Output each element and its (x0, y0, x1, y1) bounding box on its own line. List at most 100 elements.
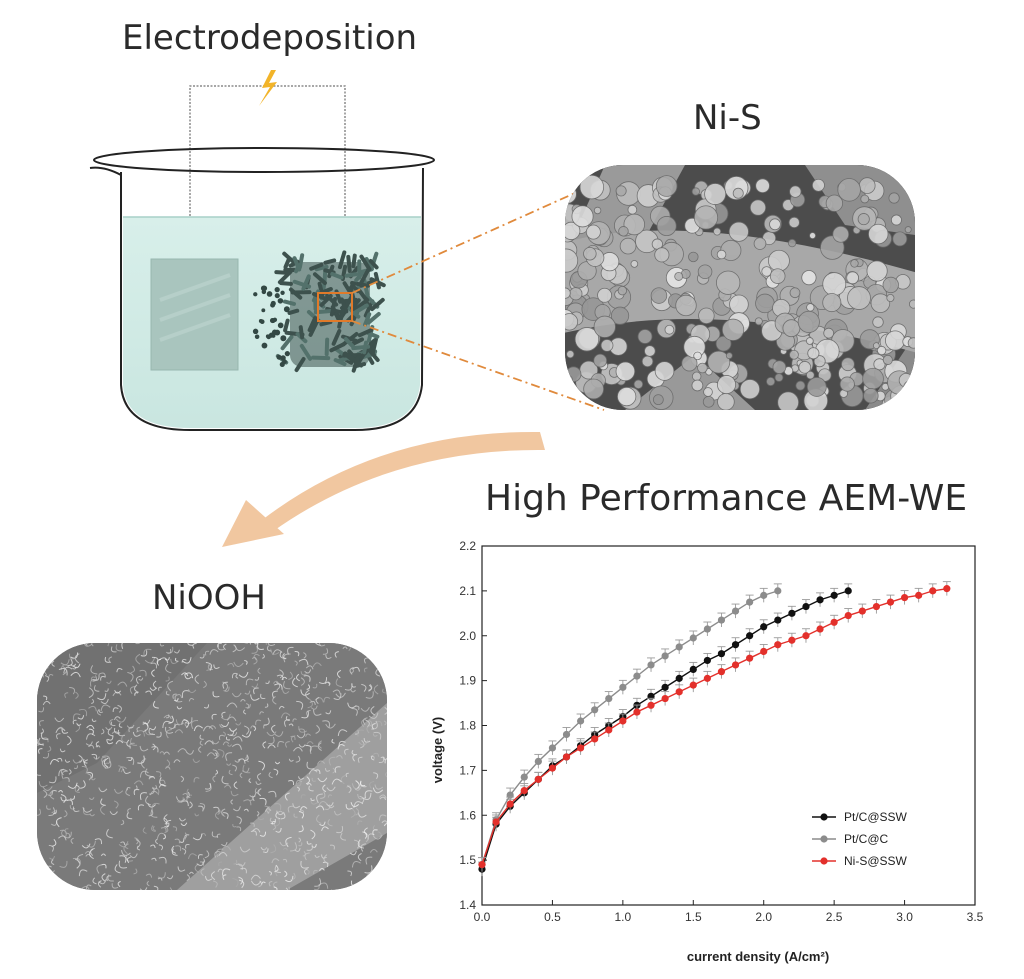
x-tick-label: 1.0 (615, 910, 632, 924)
legend-marker (820, 813, 828, 821)
data-point (844, 611, 852, 620)
data-point (802, 632, 810, 640)
data-point (915, 591, 923, 599)
data-point (478, 861, 486, 869)
data-point (703, 674, 711, 682)
legend-label: Pt/C@C (844, 832, 889, 846)
data-point (647, 701, 655, 709)
data-point (562, 730, 571, 739)
y-tick-label: 1.7 (459, 763, 476, 777)
data-point (520, 786, 528, 795)
x-tick-label: 2.0 (755, 910, 772, 924)
plot-frame (481, 545, 976, 906)
data-point (788, 609, 796, 617)
chart-legend: Pt/C@SSW Pt/C@C Ni-S@SSW (812, 810, 908, 868)
data-point (689, 665, 697, 674)
data-point (534, 757, 542, 765)
data-point (717, 668, 726, 676)
data-point (633, 708, 641, 716)
data-point (858, 607, 866, 615)
counter-electrode (150, 258, 239, 371)
data-point (675, 674, 683, 682)
data-point (746, 632, 754, 640)
transformation-arrow (222, 431, 545, 547)
legend-label: Pt/C@SSW (844, 810, 908, 824)
data-point (760, 623, 768, 631)
data-point (534, 775, 542, 783)
data-point (548, 764, 557, 772)
data-point (802, 602, 810, 611)
series-line (481, 590, 779, 865)
data-point (900, 594, 909, 602)
data-point (844, 587, 852, 595)
niooh-label: NiOOH (152, 578, 266, 618)
data-point (492, 818, 500, 826)
data-point (661, 683, 669, 691)
y-tick-label: 2.1 (459, 584, 476, 598)
data-point (717, 616, 726, 624)
data-point (774, 587, 782, 595)
nis-label: Ni-S (693, 98, 762, 138)
data-point (731, 661, 740, 669)
data-point (746, 598, 754, 606)
y-axis-label: voltage (V) (430, 717, 445, 783)
x-axis-label: current density (A/cm²) (687, 949, 829, 964)
data-point (760, 591, 768, 599)
data-point (577, 744, 585, 752)
y-tick-label: 1.8 (459, 719, 476, 733)
data-point (788, 636, 796, 644)
legend-marker (820, 857, 828, 865)
data-point (591, 706, 599, 714)
data-point (731, 641, 740, 649)
y-tick-label: 1.4 (459, 898, 476, 912)
data-point (774, 616, 782, 624)
series-line (481, 587, 947, 865)
data-point (633, 672, 641, 680)
data-point (506, 800, 514, 808)
series-Pt/C@C (478, 583, 782, 872)
y-tick-label: 1.5 (459, 853, 476, 867)
legend-marker (820, 835, 828, 843)
y-tick-label: 2.2 (459, 539, 476, 553)
data-point (619, 717, 627, 725)
data-point (548, 744, 557, 752)
data-point (929, 587, 937, 595)
x-tick-label: 0.0 (474, 910, 491, 924)
data-point (731, 607, 740, 615)
data-point (689, 634, 697, 642)
series-line (481, 590, 849, 870)
data-point (520, 773, 528, 781)
data-point (647, 661, 655, 669)
data-point (703, 656, 711, 665)
data-point (774, 641, 782, 649)
x-tick-label: 0.5 (544, 910, 561, 924)
performance-title: High Performance AEM-WE (485, 478, 968, 519)
x-tick-label: 3.5 (967, 910, 984, 924)
polarization-chart: 0.0 0.5 1.0 1.5 2.0 2.5 3.0 3.5 1.4 1.5 1.6 1.7 1.8 1… (430, 539, 984, 964)
data-point (605, 726, 613, 734)
data-point (872, 602, 880, 611)
y-tick-label: 1.6 (459, 808, 476, 822)
data-point (675, 688, 683, 696)
data-point (717, 650, 726, 658)
data-point (591, 735, 599, 743)
x-tick-label: 3.0 (896, 910, 913, 924)
electrodeposition-title: Electrodeposition (122, 18, 418, 58)
data-point (816, 625, 824, 633)
y-tick-label: 2.0 (459, 629, 476, 643)
series-Pt/C@SSW (478, 583, 853, 877)
legend-label: Ni-S@SSW (844, 854, 908, 868)
data-point (703, 625, 711, 633)
data-point (675, 643, 683, 651)
x-tick-label: 1.5 (685, 910, 702, 924)
data-point (577, 717, 585, 725)
data-point (830, 591, 838, 599)
sem-image-nis (565, 165, 915, 410)
series-Ni-S@SSW (478, 581, 951, 872)
data-point (605, 694, 613, 703)
data-point (943, 585, 951, 593)
data-point (760, 647, 768, 656)
sem-image-niooh (37, 643, 387, 890)
data-point (746, 654, 754, 662)
